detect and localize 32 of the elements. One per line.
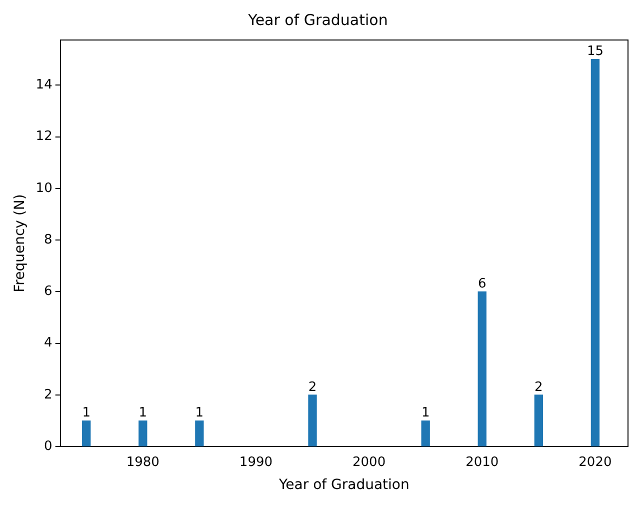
x-tick-label: 1980 xyxy=(126,454,160,470)
y-tick-label: 6 xyxy=(44,284,52,300)
bar xyxy=(478,291,486,446)
x-tick-label: 1990 xyxy=(239,454,273,470)
y-tick-label: 8 xyxy=(44,232,52,248)
data-label: 6 xyxy=(478,276,486,292)
bar xyxy=(590,59,600,446)
data-label: 15 xyxy=(586,44,604,60)
bar xyxy=(534,394,543,446)
data-label: 1 xyxy=(195,406,204,421)
bar xyxy=(195,420,204,446)
x-tick-label: 2000 xyxy=(352,454,386,470)
bar xyxy=(82,420,91,446)
x-tick-label: 2020 xyxy=(578,454,612,470)
y-tick-label: 2 xyxy=(44,387,52,402)
data-label: 1 xyxy=(138,406,148,421)
y-tick-label: 12 xyxy=(36,129,52,144)
bar xyxy=(138,420,148,446)
chart-title: Year of Graduation xyxy=(247,10,388,29)
bar xyxy=(421,420,430,446)
data-label: 2 xyxy=(534,380,543,395)
data-label: 1 xyxy=(82,406,90,421)
y-tick-label: 14 xyxy=(36,78,52,93)
x-tick-label: 2010 xyxy=(466,454,499,470)
y-tick-label: 4 xyxy=(44,336,52,351)
bar xyxy=(308,394,317,446)
y-tick-label: 0 xyxy=(44,438,52,454)
data-label: 1 xyxy=(421,406,430,421)
data-label: 2 xyxy=(308,380,317,395)
x-axis-title: Year of Graduation xyxy=(278,477,410,494)
y-axis-title: Frequency (N) xyxy=(12,194,28,292)
y-tick-label: 10 xyxy=(36,180,52,196)
